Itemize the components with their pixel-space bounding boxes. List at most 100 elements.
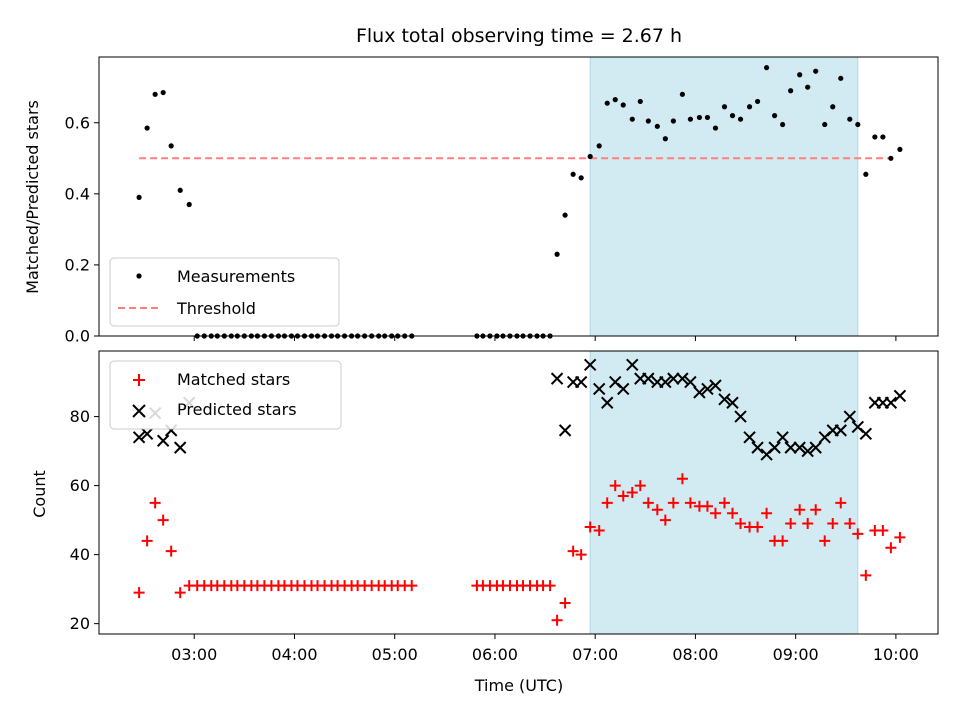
measurement-point [645,118,651,124]
matched-point [802,518,814,530]
matched-point [659,514,671,526]
matched-point [165,545,177,557]
matched-point [885,542,897,554]
matched-point [634,480,646,492]
predicted-point [140,427,154,441]
matched-point [651,504,663,516]
legend-threshold-label: Threshold [176,299,256,318]
predicted-point [793,441,806,454]
matched-point [133,587,145,599]
top-ytick-label: 0.6 [65,113,90,132]
predicted-point [676,372,689,385]
matched-point [684,497,696,509]
predicted-point [132,431,146,444]
predicted-point [626,358,639,372]
matched-point [567,545,579,557]
matched-point [559,597,571,609]
xtick-label: 08:00 [672,645,718,664]
matched-point [617,490,629,502]
predicted-point [583,358,597,372]
predicted-point [734,410,747,423]
bottom-ylabel: Count [30,470,49,518]
predicted-point [684,375,697,389]
measurement-point [612,97,618,103]
measurement-point [587,153,593,160]
matched-point [852,528,864,540]
predicted-point [801,444,814,458]
matched-point [752,521,764,533]
xtick-label: 09:00 [773,645,819,664]
measurement-point [662,136,668,142]
matched-point [406,580,418,592]
matched-point [735,518,747,530]
predicted-point [173,441,187,454]
measurement-point [562,212,568,218]
measurement-point [855,121,861,128]
top-panel: 0.0 0.2 0.4 0.6 Matched/Predicted stars Mea… [23,56,939,346]
matched-point [584,521,596,533]
measurement-point [712,125,719,131]
measurement-point [578,175,584,181]
predicted-point [659,375,672,389]
xtick-label: 04:00 [271,645,317,664]
measurement-point [570,171,576,177]
top-highlight-span [589,56,859,337]
xtick-label: 05:00 [372,645,418,664]
matched-point [141,535,153,547]
predicted-point [743,431,756,444]
measurement-point [168,143,174,149]
matched-point [609,480,621,492]
bottom-panel: 20 40 60 80 03:00 04:00 05:00 06:00 07:00 08:00 0… [30,350,939,695]
matched-point [727,507,739,519]
matched-point [718,497,730,509]
predicted-point [709,379,722,392]
measurement-point [788,88,794,94]
bottom-legend-box [109,360,342,430]
predicted-point [642,372,655,385]
measurement-point [136,194,142,200]
measurement-point [888,155,894,161]
top-ytick-label: 0.0 [65,327,90,346]
predicted-point [809,441,822,454]
bottom-ytick-label: 20 [70,614,90,633]
predicted-point [776,431,789,444]
xtick-label: 06:00 [472,645,518,664]
measurement-point [772,113,778,119]
predicted-point [592,382,606,396]
predicted-point [768,441,781,454]
predicted-point [550,372,564,385]
matched-point [761,507,773,519]
chart-title: Flux total observing time = 2.67 h [356,25,682,47]
x-axis-label: Time (UTC) [474,676,563,695]
measurement-point [863,171,869,177]
matched-point [810,504,822,516]
matched-point [709,507,721,519]
top-legend-box [109,257,340,327]
measurement-point [687,116,694,122]
top-ytick-label: 0.4 [65,184,90,203]
matched-point [575,549,587,561]
xtick-label: 10:00 [873,645,919,664]
measurement-point [679,91,685,97]
measurement-point [604,100,610,106]
top-ylabel: Matched/Predicted stars [23,100,42,294]
predicted-point [843,410,856,423]
measurement-point [596,143,602,149]
matched-point [601,497,613,509]
measurement-point [805,84,811,90]
top-legend: Measurements Threshold [109,257,340,327]
top-plot-frame [98,56,939,337]
legend-measurements-marker [136,273,142,279]
predicted-point [834,424,847,437]
measurement-point [629,116,635,122]
bottom-legend: Matched stars Predicted stars [109,360,342,430]
matched-point [794,504,806,516]
measurement-point [177,187,183,193]
measurement-point [754,98,761,105]
measurement-point [144,125,150,131]
matched-point [877,524,889,536]
measurement-point [152,91,158,97]
matched-point [827,518,839,530]
bottom-plot-frame [98,350,939,635]
